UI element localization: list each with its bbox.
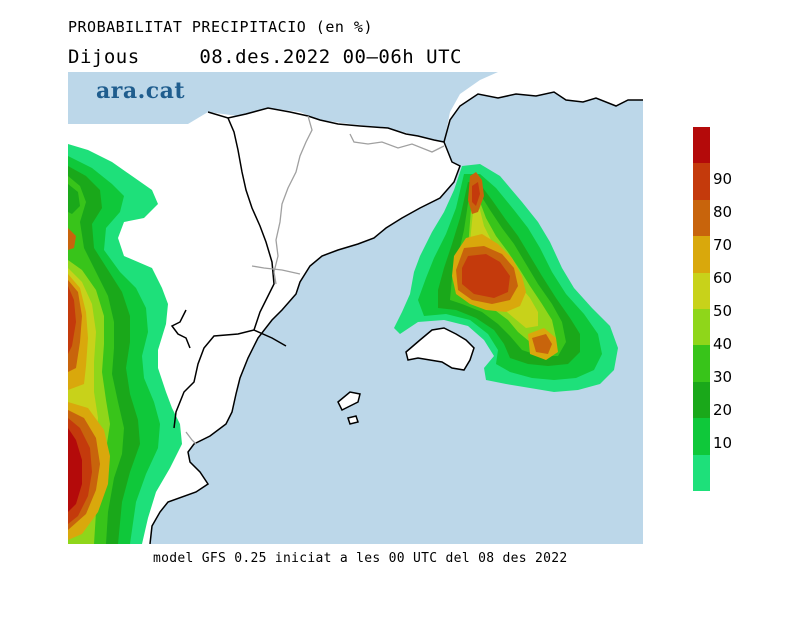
legend-swatch bbox=[693, 272, 710, 309]
model-caption: model GFS 0.25 iniciat a les 00 UTC del … bbox=[153, 551, 568, 566]
forecast-period: Dijous 08.des.2022 00–06h UTC bbox=[68, 46, 462, 68]
color-legend bbox=[693, 127, 710, 491]
chart-title: PROBABILITAT PRECIPITACIO (en %) bbox=[68, 18, 373, 36]
legend-labels: 10 20 30 40 50 60 70 80 90 bbox=[713, 127, 753, 457]
mallorca bbox=[405, 327, 475, 371]
legend-label: 80 bbox=[713, 202, 733, 221]
legend-swatch bbox=[693, 163, 710, 200]
precip-west bbox=[68, 144, 182, 544]
formentera bbox=[347, 415, 359, 425]
legend-label: 60 bbox=[713, 268, 733, 287]
legend-swatch bbox=[693, 381, 710, 419]
mainland bbox=[68, 72, 643, 544]
legend-swatch bbox=[693, 236, 710, 273]
coastline bbox=[149, 91, 643, 544]
precip-east bbox=[394, 164, 618, 392]
forecast-day: Dijous bbox=[68, 46, 140, 68]
legend-label: 10 bbox=[713, 433, 733, 452]
legend-swatch bbox=[693, 308, 710, 346]
legend-swatch bbox=[693, 454, 710, 491]
legend-label: 50 bbox=[713, 301, 733, 320]
legend-swatch bbox=[693, 127, 710, 164]
ibiza bbox=[337, 391, 361, 412]
legend-label: 20 bbox=[713, 400, 733, 419]
legend-label: 30 bbox=[713, 367, 733, 386]
legend-swatch bbox=[693, 199, 710, 237]
legend-swatch bbox=[693, 418, 710, 455]
legend-label: 90 bbox=[713, 169, 733, 188]
precipitation-map bbox=[68, 72, 643, 544]
logo-text: ara.cat bbox=[96, 78, 186, 104]
legend-label: 70 bbox=[713, 235, 733, 254]
legend-label: 40 bbox=[713, 334, 733, 353]
region-borders bbox=[185, 115, 445, 445]
forecast-date-range: 08.des.2022 00–06h UTC bbox=[199, 46, 463, 68]
legend-swatch bbox=[693, 345, 710, 382]
